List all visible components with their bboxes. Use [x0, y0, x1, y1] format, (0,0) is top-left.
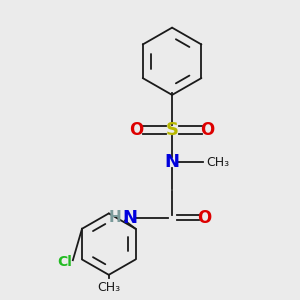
Text: O: O — [200, 121, 214, 139]
Text: Cl: Cl — [57, 255, 72, 269]
Text: H: H — [108, 210, 121, 225]
Text: O: O — [197, 209, 212, 227]
Text: O: O — [130, 121, 144, 139]
Text: N: N — [122, 209, 137, 227]
Text: S: S — [166, 121, 178, 139]
Text: N: N — [165, 153, 180, 171]
Text: CH₃: CH₃ — [206, 156, 229, 169]
Text: CH₃: CH₃ — [97, 281, 120, 294]
